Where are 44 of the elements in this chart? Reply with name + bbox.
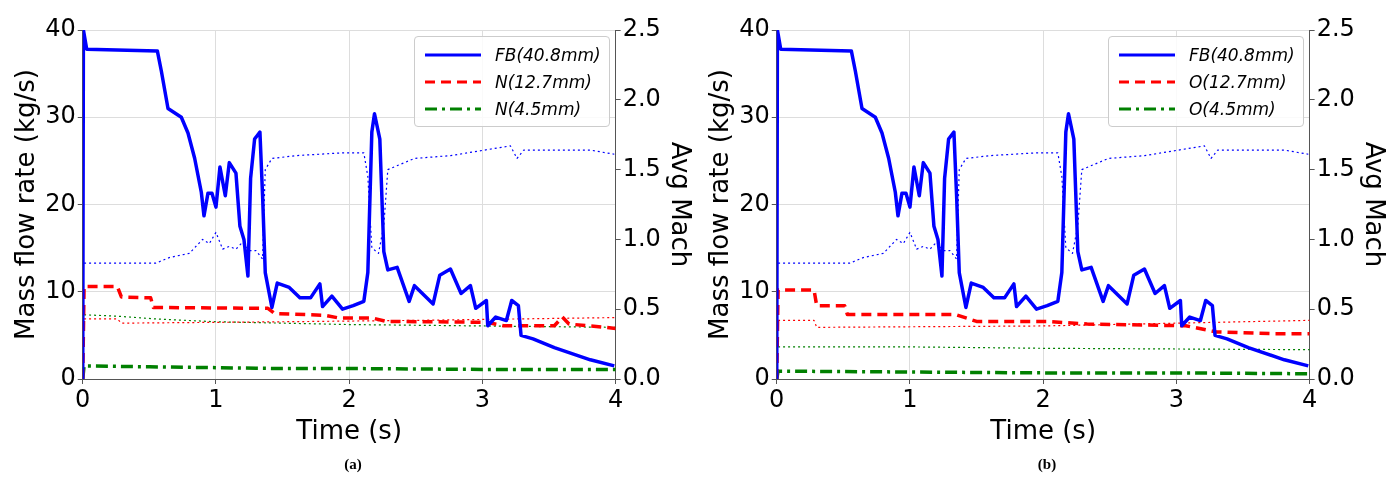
y-axis-title: Mass flow rate (kg/s) — [10, 69, 41, 340]
y-tick-label: 10 — [45, 275, 76, 304]
x-axis-title: Time (s) — [989, 415, 1097, 446]
y-axis-title: Mass flow rate (kg/s) — [704, 69, 735, 340]
y-tick-label: 30 — [739, 101, 770, 130]
y2-tick-label: 0.5 — [622, 293, 661, 322]
legend-label: FB(40.8mm) — [1188, 44, 1295, 65]
y2-tick-label: 2.0 — [622, 84, 661, 113]
y2-tick-label: 1.5 — [1316, 153, 1355, 182]
y2-tick-label: 2.0 — [1316, 84, 1355, 113]
y2-axis-title: Avg Mach — [665, 141, 696, 268]
y2-tick-label: 1.0 — [1316, 223, 1355, 252]
y-tick-label: 0 — [754, 363, 770, 392]
x-tick-label: 2 — [1035, 384, 1051, 413]
legend-label: N(4.5mm) — [494, 98, 582, 119]
legend-label: FB(40.8mm) — [494, 44, 601, 65]
y-tick-label: 40 — [45, 14, 76, 43]
y-tick-label: 40 — [739, 14, 770, 43]
x-tick-label: 1 — [902, 384, 918, 413]
y2-tick-label: 0.5 — [1316, 293, 1355, 322]
y-tick-label: 30 — [45, 101, 76, 130]
legend-label: O(4.5mm) — [1188, 98, 1276, 119]
y2-axis-title: Avg Mach — [1359, 141, 1390, 268]
y2-tick-label: 0.0 — [1316, 363, 1355, 392]
x-tick-label: 1 — [208, 384, 224, 413]
legend-label: N(12.7mm) — [494, 71, 592, 92]
text: (a) — [343, 456, 363, 473]
y2-tick-label: 0.0 — [622, 363, 661, 392]
legend-label: O(12.7mm) — [1188, 71, 1287, 92]
x-tick-label: 4 — [607, 384, 624, 413]
y2-tick-label: 1.5 — [622, 153, 661, 182]
x-tick-label: 3 — [474, 384, 491, 413]
y2-tick-label: 1.0 — [622, 223, 661, 252]
y-tick-label: 20 — [739, 188, 770, 217]
y-tick-label: 10 — [739, 275, 770, 304]
text: (b) — [1036, 456, 1058, 473]
x-axis-title: Time (s) — [295, 415, 403, 446]
x-tick-label: 2 — [341, 384, 357, 413]
y-tick-label: 20 — [45, 188, 76, 217]
x-tick-label: 3 — [1168, 384, 1185, 413]
y-tick-label: 0 — [60, 363, 76, 392]
x-tick-label: 4 — [1301, 384, 1318, 413]
y2-tick-label: 2.5 — [622, 14, 661, 43]
y2-tick-label: 2.5 — [1316, 14, 1355, 43]
